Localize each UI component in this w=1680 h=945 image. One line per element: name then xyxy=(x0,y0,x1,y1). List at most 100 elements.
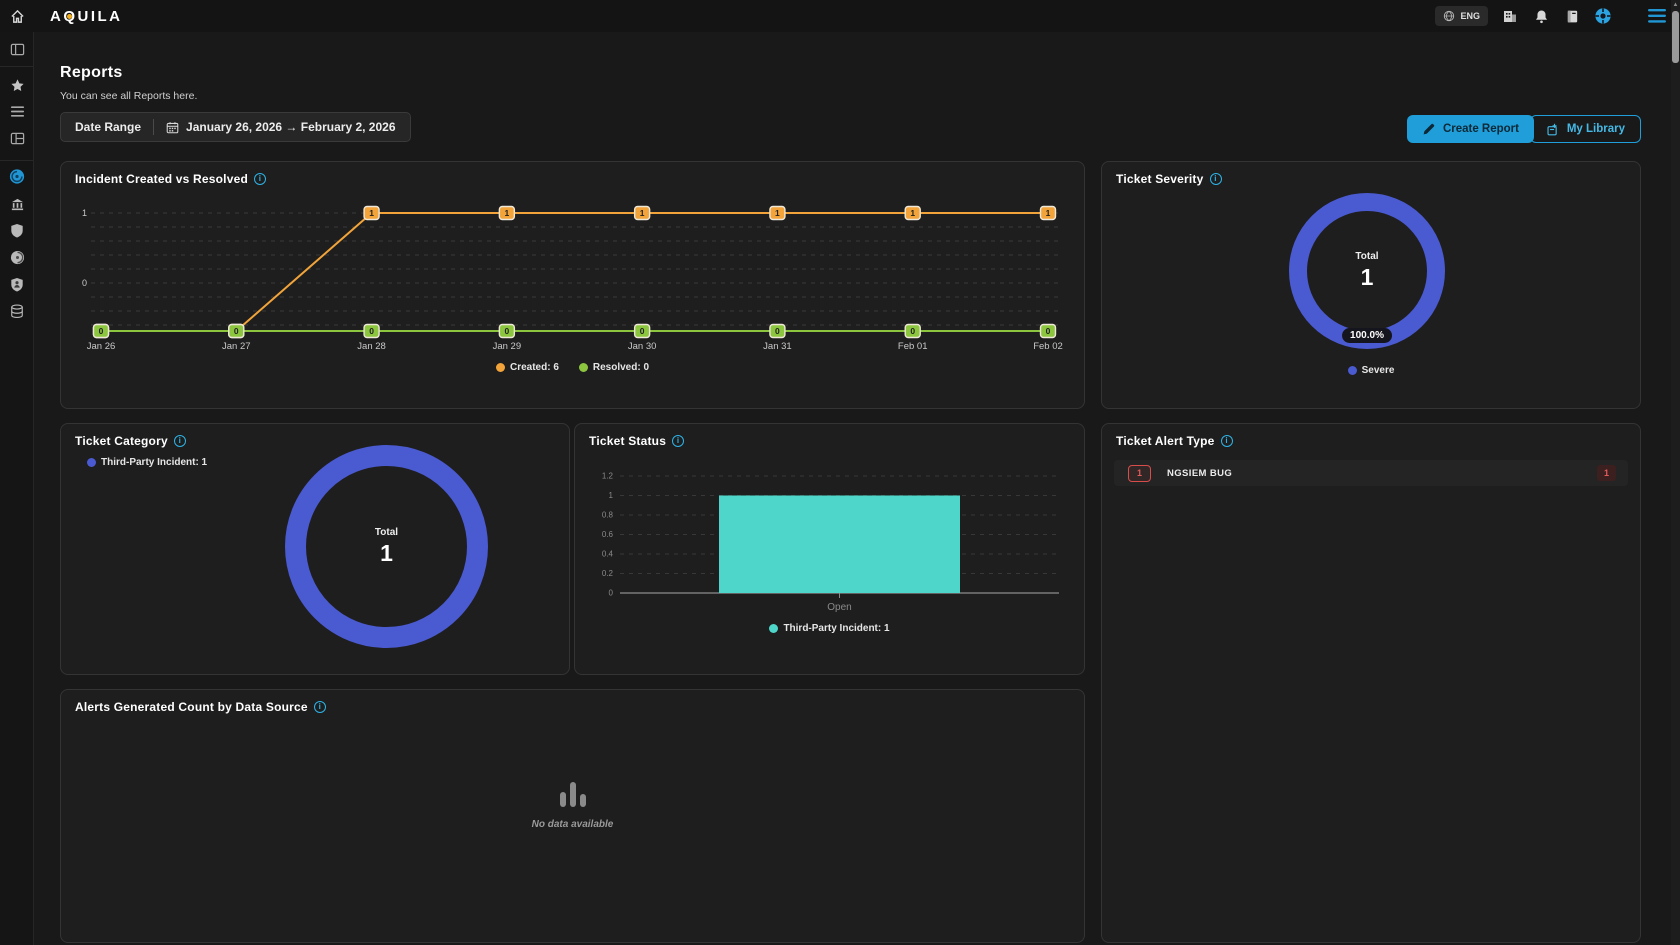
info-icon[interactable]: i xyxy=(313,701,326,713)
menu-icon[interactable] xyxy=(1648,7,1666,25)
svg-text:1: 1 xyxy=(82,208,87,218)
legend-item[interactable]: Third-Party Incident: 1 xyxy=(87,457,207,468)
layout-grid-icon[interactable] xyxy=(9,130,25,146)
svg-text:1: 1 xyxy=(775,208,780,218)
resolved-data-point[interactable] xyxy=(633,323,651,339)
bell-icon[interactable] xyxy=(1532,7,1550,25)
scrollbar-thumb[interactable] xyxy=(1672,11,1679,63)
book-icon[interactable] xyxy=(1563,7,1581,25)
created-data-point[interactable] xyxy=(904,205,921,221)
legend-dot xyxy=(769,624,779,633)
language-label: ENG xyxy=(1460,11,1480,21)
sidebar xyxy=(0,32,34,945)
topbar-actions: ENG xyxy=(1435,6,1680,26)
sidebar-divider xyxy=(0,66,33,67)
category-donut[interactable]: Total 1 xyxy=(285,445,488,648)
shield-icon[interactable] xyxy=(9,222,25,238)
empty-state: No data available xyxy=(61,782,1084,830)
list-icon[interactable] xyxy=(9,103,25,119)
info-icon[interactable]: i xyxy=(1220,435,1233,447)
donut-total-label: Total xyxy=(1355,251,1379,262)
disc-icon[interactable] xyxy=(9,249,25,265)
resolved-data-point[interactable] xyxy=(1039,323,1057,339)
create-report-label: Create Report xyxy=(1442,123,1519,135)
star-icon[interactable] xyxy=(9,77,25,93)
guard-badge-icon[interactable] xyxy=(9,276,25,292)
severity-legend: Severe xyxy=(1102,365,1640,376)
language-selector[interactable]: ENG xyxy=(1435,6,1488,26)
created-data-point[interactable] xyxy=(363,205,380,221)
svg-text:0: 0 xyxy=(910,326,915,336)
alert-type-row[interactable]: 1 NGSIEM BUG 1 xyxy=(1114,460,1628,486)
donut-total-value: 1 xyxy=(1360,264,1374,290)
date-range-picker[interactable]: Date Range January 26, 2026 → February 2… xyxy=(60,112,411,142)
resolved-data-point[interactable] xyxy=(92,323,110,339)
resolved-data-point[interactable] xyxy=(363,323,380,339)
support-icon[interactable] xyxy=(1594,7,1612,25)
status-bar-open[interactable] xyxy=(719,495,960,594)
created-data-point[interactable] xyxy=(769,205,786,221)
svg-text:Feb 01: Feb 01 xyxy=(898,341,928,352)
home-icon[interactable] xyxy=(8,7,26,25)
svg-text:Open: Open xyxy=(827,602,851,613)
empty-state-text: No data available xyxy=(531,819,614,830)
svg-text:0: 0 xyxy=(99,326,104,336)
created-series-line[interactable] xyxy=(101,212,1048,332)
svg-text:0: 0 xyxy=(1046,326,1051,336)
chart-title-text: Ticket Severity xyxy=(1116,172,1204,186)
created-data-point[interactable] xyxy=(498,205,516,221)
legend-item[interactable]: Severe xyxy=(1347,365,1394,376)
bank-icon[interactable] xyxy=(9,196,25,212)
svg-text:1: 1 xyxy=(504,208,509,218)
svg-text:Feb 02: Feb 02 xyxy=(1033,341,1063,352)
alert-value-badge: 1 xyxy=(1597,465,1616,481)
status-chart-svg: 1.2 1 0.8 0.6 0.4 0.2 0 Open xyxy=(602,472,1059,613)
status-legend: Third-Party Incident: 1 xyxy=(575,623,1084,634)
organization-icon[interactable] xyxy=(1501,7,1519,25)
donut-total-value: 1 xyxy=(380,539,393,566)
my-library-button[interactable]: My Library xyxy=(1529,115,1641,143)
severity-donut[interactable]: Total 1 xyxy=(1289,193,1445,349)
legend-label: Resolved: 0 xyxy=(592,362,650,373)
chart-title-text: Ticket Category xyxy=(75,434,168,448)
info-icon[interactable]: i xyxy=(672,435,685,447)
chart-title-text: Alerts Generated Count by Data Source xyxy=(75,700,308,714)
scroll-up-arrow[interactable]: ▲ xyxy=(1672,2,1679,8)
info-icon[interactable]: i xyxy=(254,173,266,185)
incident-chart-svg: 1 0 Jan 26 Jan 27 Jan 28 Jan 29 Jan 30 Jan 31 Fe… xyxy=(82,205,1063,352)
library-add-icon xyxy=(1547,123,1557,135)
resolved-data-point[interactable] xyxy=(498,323,516,339)
panel-ticket-status: Ticket Status i 1.2 1 0.8 0.6 0.4 0.2 0 Open Th… xyxy=(574,423,1085,675)
chart-title: Ticket Status i xyxy=(589,434,685,448)
logo-letter-q: Q xyxy=(63,8,77,25)
svg-text:0.4: 0.4 xyxy=(602,550,614,559)
legend-item[interactable]: Created: 6 xyxy=(495,362,559,373)
legend-item[interactable]: Resolved: 0 xyxy=(578,362,650,373)
created-data-point[interactable] xyxy=(1039,205,1057,221)
dashboard-compass-icon[interactable] xyxy=(9,168,25,184)
legend-dot xyxy=(495,363,505,372)
svg-text:0: 0 xyxy=(504,326,509,336)
resolved-data-point[interactable] xyxy=(904,323,921,339)
create-report-button[interactable]: Create Report xyxy=(1406,115,1534,143)
panel-ticket-category: Ticket Category i Third-Party Incident: … xyxy=(60,423,570,675)
logo-letter: A xyxy=(50,7,64,25)
svg-text:1: 1 xyxy=(609,491,614,500)
chart-title: Incident Created vs Resolved i xyxy=(75,172,266,186)
created-data-point[interactable] xyxy=(633,205,651,221)
sidebar-divider xyxy=(0,160,33,161)
svg-text:1: 1 xyxy=(369,208,374,218)
info-icon[interactable]: i xyxy=(173,435,186,447)
panel-left-icon[interactable] xyxy=(9,41,25,57)
svg-text:0: 0 xyxy=(82,278,87,288)
pen-icon xyxy=(1423,123,1435,134)
resolved-data-point[interactable] xyxy=(769,323,786,339)
svg-text:Jan 28: Jan 28 xyxy=(357,341,386,352)
database-icon[interactable] xyxy=(9,303,25,319)
legend-item[interactable]: Third-Party Incident: 1 xyxy=(769,623,890,634)
legend-label: Third-Party Incident: 1 xyxy=(101,457,208,468)
divider xyxy=(153,119,155,135)
legend-label: Third-Party Incident: 1 xyxy=(783,623,890,634)
info-icon[interactable]: i xyxy=(1209,173,1222,185)
resolved-data-point[interactable] xyxy=(228,323,245,339)
